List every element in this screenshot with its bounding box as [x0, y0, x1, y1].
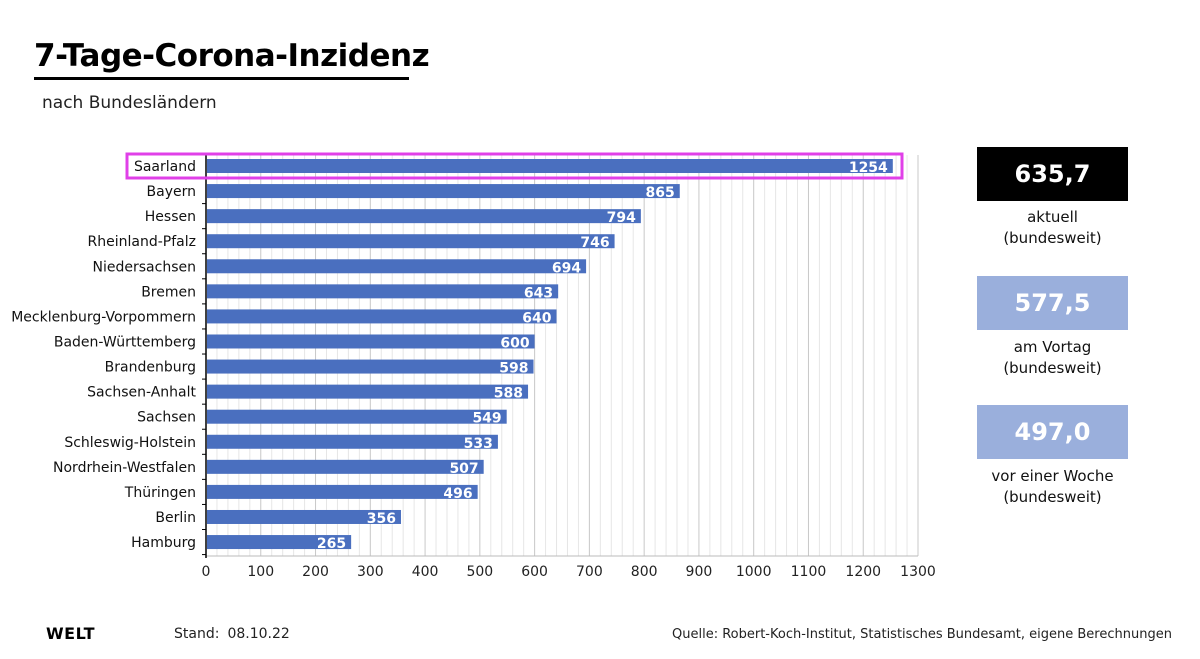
- chart-subtitle: nach Bundesländern: [42, 93, 217, 113]
- previous-day-label-line1: am Vortag: [1013, 338, 1092, 356]
- value-label: 643: [524, 285, 553, 301]
- previous-week-label-line1: vor einer Woche: [991, 467, 1114, 485]
- value-label: 694: [552, 260, 581, 276]
- value-label: 865: [646, 185, 675, 201]
- value-label: 1254: [849, 160, 888, 176]
- value-label: 600: [500, 335, 529, 351]
- x-tick-label: 1100: [791, 564, 827, 580]
- current-label-line1: aktuell: [1027, 208, 1078, 226]
- category-label: Brandenburg: [105, 360, 196, 376]
- bar: [207, 234, 615, 249]
- value-label: 794: [607, 210, 636, 226]
- previous-day-incidence-label: am Vortag (bundesweit): [962, 337, 1143, 379]
- x-tick-label: 200: [302, 564, 329, 580]
- bar: [207, 359, 534, 374]
- previous-day-incidence-value: 577,5: [1014, 289, 1091, 317]
- welt-logo: WELT: [46, 624, 96, 643]
- bar: [207, 535, 352, 550]
- value-label: 356: [367, 511, 396, 527]
- previous-day-label-line2: (bundesweit): [1003, 359, 1102, 377]
- category-label: Thüringen: [124, 485, 196, 501]
- x-tick-label: 1000: [736, 564, 772, 580]
- value-label: 640: [522, 310, 551, 326]
- previous-week-incidence-label: vor einer Woche (bundesweit): [962, 466, 1143, 508]
- value-label: 533: [464, 436, 493, 452]
- bar: [207, 459, 484, 474]
- bar: [207, 209, 641, 224]
- current-incidence-box: 635,7: [977, 147, 1128, 201]
- category-label: Sachsen: [137, 410, 196, 426]
- x-tick-label: 0: [202, 564, 211, 580]
- previous-week-label-line2: (bundesweit): [1003, 488, 1102, 506]
- category-label: Saarland: [134, 159, 196, 175]
- current-label-line2: (bundesweit): [1003, 229, 1102, 247]
- value-label: 549: [472, 411, 501, 427]
- highlight-frame: [125, 152, 904, 180]
- x-tick-label: 600: [521, 564, 548, 580]
- bar: [207, 509, 401, 524]
- category-label: Nordrhein-Westfalen: [53, 460, 196, 476]
- x-tick-label: 400: [412, 564, 439, 580]
- category-label: Mecklenburg-Vorpommern: [11, 309, 196, 325]
- value-label: 507: [449, 461, 478, 477]
- bar: [207, 284, 559, 299]
- x-tick-label: 500: [466, 564, 493, 580]
- x-tick-label: 900: [686, 564, 713, 580]
- stand-date-value: 08.10.22: [227, 626, 290, 642]
- value-label: 598: [499, 361, 528, 377]
- bar: [207, 184, 680, 199]
- category-label: Sachsen-Anhalt: [87, 385, 196, 401]
- stand-label: Stand:: [174, 626, 220, 642]
- chart-title: 7-Tage-Corona-Inzidenz: [34, 38, 430, 74]
- bar: [207, 484, 478, 499]
- category-label: Schleswig-Holstein: [64, 435, 196, 451]
- x-tick-label: 100: [247, 564, 274, 580]
- bar: [207, 159, 893, 173]
- category-label: Berlin: [155, 510, 196, 526]
- bar: [207, 259, 587, 274]
- bar: [207, 409, 507, 424]
- bar: [207, 434, 498, 449]
- title-underline: [34, 77, 409, 80]
- bar: [207, 384, 529, 399]
- previous-day-incidence-box: 577,5: [977, 276, 1128, 330]
- value-label: 496: [443, 486, 472, 502]
- value-label: 588: [494, 386, 523, 402]
- current-incidence-value: 635,7: [1014, 160, 1091, 188]
- current-incidence-label: aktuell (bundesweit): [962, 207, 1143, 249]
- category-label: Rheinland-Pfalz: [88, 234, 196, 250]
- category-label: Hamburg: [131, 535, 196, 551]
- category-label: Bayern: [147, 184, 196, 200]
- x-tick-label: 1200: [845, 564, 881, 580]
- stand-date: Stand: 08.10.22: [174, 626, 290, 642]
- category-label: Hessen: [145, 209, 196, 225]
- category-label: Baden-Württemberg: [54, 334, 196, 350]
- previous-week-incidence-box: 497,0: [977, 405, 1128, 459]
- bar: [207, 309, 557, 324]
- bar: [207, 334, 535, 349]
- x-tick-label: 700: [576, 564, 603, 580]
- source-note: Quelle: Robert-Koch-Institut, Statistisc…: [672, 627, 1172, 642]
- x-tick-label: 800: [631, 564, 658, 580]
- category-label: Bremen: [141, 284, 196, 300]
- previous-week-incidence-value: 497,0: [1014, 418, 1091, 446]
- value-label: 265: [317, 536, 346, 552]
- x-tick-label: 300: [357, 564, 384, 580]
- category-label: Niedersachsen: [93, 259, 196, 275]
- value-label: 746: [580, 235, 609, 251]
- x-tick-label: 1300: [900, 564, 936, 580]
